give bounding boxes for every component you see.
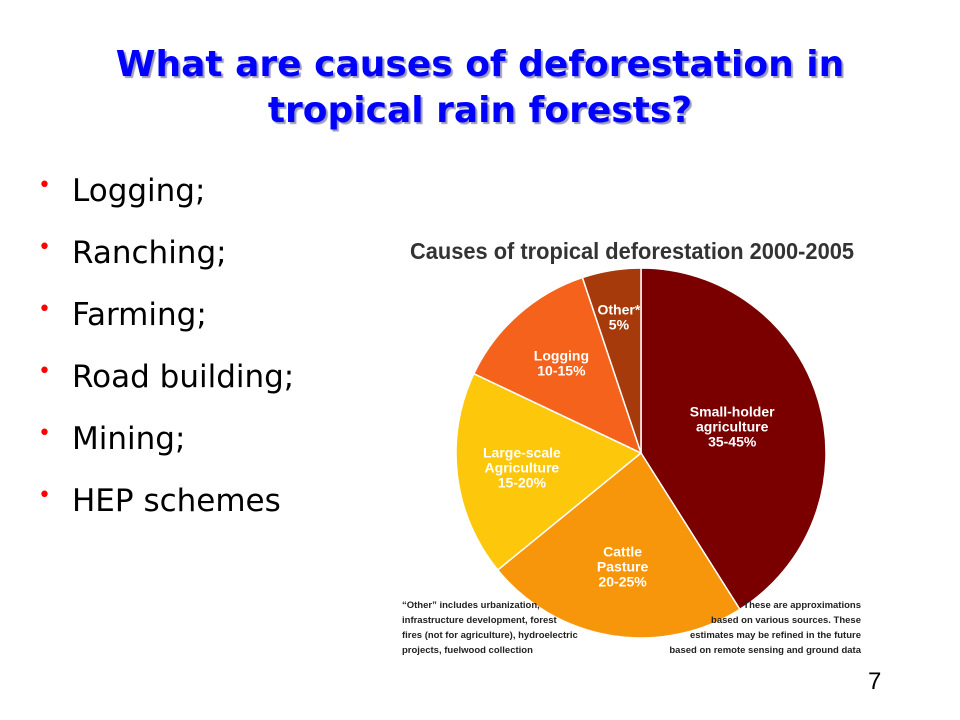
footnote-line: projects, fuelwood collection — [402, 645, 533, 656]
pie-slice — [472, 276, 643, 455]
bullet-item: • Logging; — [36, 160, 294, 222]
bullet-marker-icon: • — [38, 297, 51, 322]
pie-slices — [455, 267, 827, 639]
footnote-approximations: These are approximations based on various… — [669, 600, 861, 656]
pie-chart: Causes of tropical deforestation 2000-20… — [402, 238, 862, 656]
bullet-text: HEP schemes — [72, 483, 281, 519]
page-number: 7 — [868, 668, 882, 695]
pie-slice-label: Cattle Pasture 20-25% — [597, 544, 649, 590]
bullet-item: • HEP schemes — [36, 470, 294, 532]
pie-slice-label-line: 15-20% — [498, 475, 547, 491]
bullet-marker-icon: • — [38, 483, 51, 508]
pie-slice — [455, 372, 643, 572]
bullet-text: Ranching; — [72, 235, 227, 271]
footnote-line: “Other” includes urbanization, — [402, 600, 540, 611]
pie-slice-label: Logging 10-15% — [534, 348, 589, 379]
footnote-line: based on remote sensing and ground data — [669, 645, 861, 656]
pie-slice-label-line: Logging — [534, 348, 589, 364]
pie-slice-label: Other* 5% — [598, 301, 641, 332]
footnote-line: infrastructure development, forest — [402, 615, 558, 626]
bullet-text: Farming; — [72, 297, 207, 333]
pie-labels: Small-holder agriculture 35-45% Cattle Pastu… — [483, 301, 775, 589]
pie-slice-label: Small-holder agriculture 35-45% — [690, 404, 775, 450]
bullet-marker-icon: • — [38, 359, 51, 384]
slide-title-line-1: What are causes of deforestation in — [115, 44, 845, 85]
bullet-text: Road building; — [72, 359, 295, 395]
footnote-line: based on various sources. These — [711, 615, 861, 626]
bullet-item: • Ranching; — [36, 222, 294, 284]
pie-slice — [496, 451, 741, 639]
footnote-line: These are approximations — [743, 600, 861, 611]
bullet-marker-icon: • — [38, 173, 51, 198]
bullet-text: Mining; — [72, 421, 186, 457]
pie-slice-label-line: 10-15% — [537, 363, 586, 379]
pie-slice-label-line: Other* — [598, 301, 641, 317]
pie-slice-label-line: 5% — [609, 316, 630, 332]
bullet-list: • Logging; • Ranching; • Farming; • Road bui… — [36, 160, 294, 532]
pie-slice-label-line: Pasture — [597, 559, 649, 575]
pie-slice-label-line: Cattle — [603, 544, 642, 560]
footnote-line: fires (not for agriculture), hydroelectr… — [402, 630, 578, 641]
bullet-item: • Mining; — [36, 408, 294, 470]
bullet-item: • Road building; — [36, 346, 294, 408]
pie-slice-label-line: Large-scale — [483, 445, 561, 461]
pie-slice-label-line: 35-45% — [708, 434, 757, 450]
pie-slice — [640, 267, 827, 611]
bullet-item: • Farming; — [36, 284, 294, 346]
footnote-line: estimates may be refined in the future — [690, 630, 861, 641]
pie-slice-label-line: 20-25% — [598, 574, 647, 590]
pie-slice-label-line: Agriculture — [485, 460, 560, 476]
bullet-text: Logging; — [72, 173, 206, 209]
chart-title: Causes of tropical deforestation 2000-20… — [410, 238, 854, 264]
footnote-other: “Other” includes urbanization, infrastruc… — [402, 600, 578, 656]
pie-slice-label: Large-scale Agriculture 15-20% — [483, 445, 561, 491]
pie-slice-label-line: Small-holder — [690, 404, 775, 420]
pie-slice-label-line: agriculture — [696, 419, 769, 435]
slide-title: What are causes of deforestation in trop… — [40, 42, 920, 134]
bullet-marker-icon: • — [38, 421, 51, 446]
bullet-marker-icon: • — [38, 235, 51, 260]
pie-slice — [581, 267, 642, 454]
slide-title-line-2: tropical rain forests? — [267, 90, 693, 131]
